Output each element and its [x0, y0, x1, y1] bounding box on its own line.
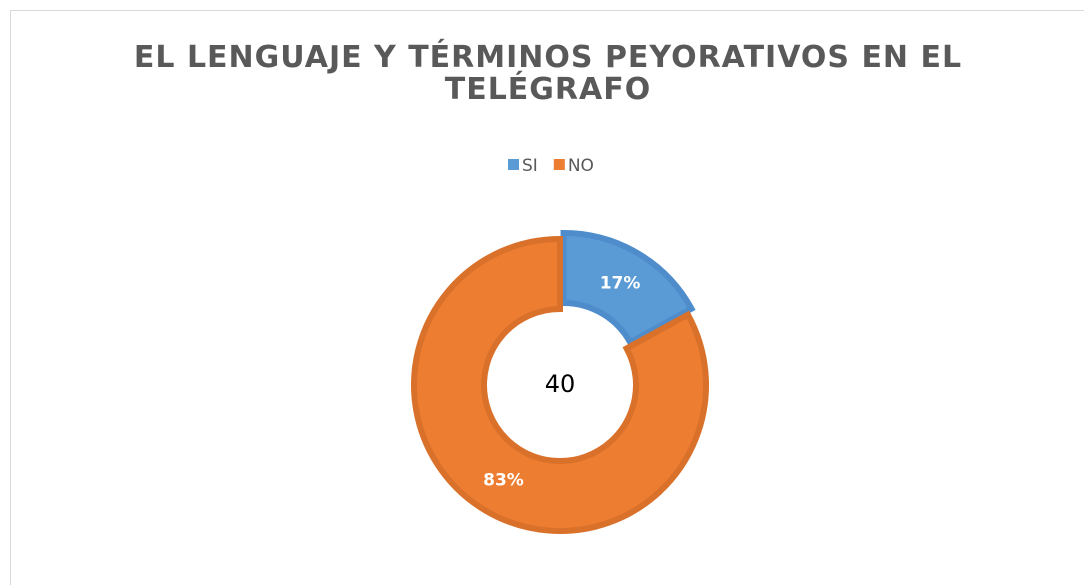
- data-label: 17%: [600, 273, 641, 293]
- chart-title: EL LENGUAJE Y TÉRMINOS PEYORATIVOS EN EL…: [133, 40, 963, 107]
- donut-slice: [411, 235, 709, 534]
- donut-slice: [560, 229, 696, 347]
- legend-swatch: [553, 159, 565, 170]
- data-label: 83%: [483, 471, 524, 491]
- chart-frame: [10, 10, 1084, 585]
- legend-swatch: [508, 159, 519, 170]
- legend-label: NO: [568, 156, 594, 176]
- center-label: 40: [545, 370, 576, 398]
- legend-label: SI: [522, 156, 538, 176]
